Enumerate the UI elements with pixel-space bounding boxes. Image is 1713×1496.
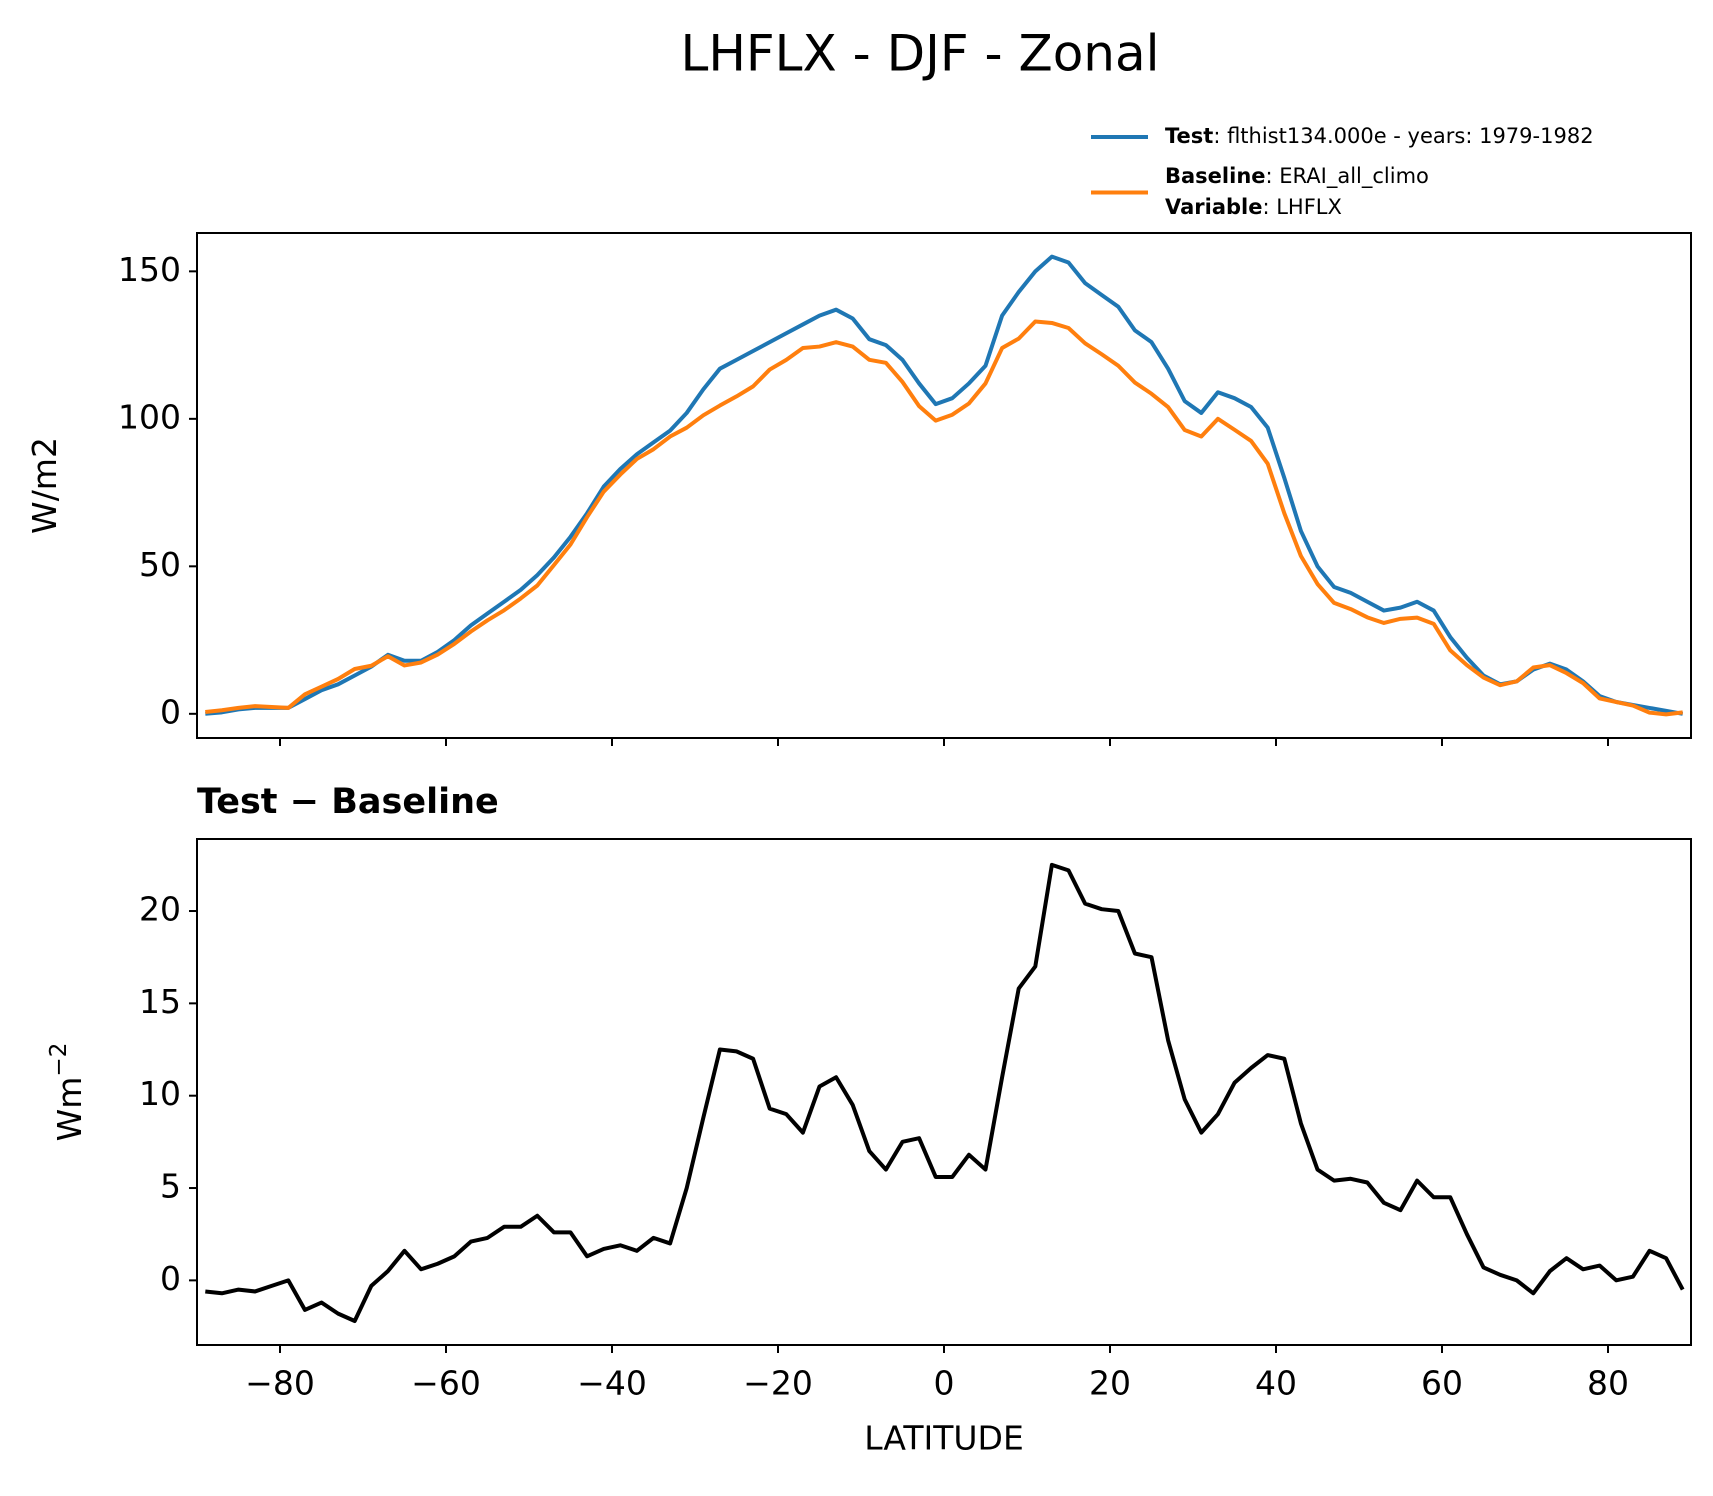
legend-label: Baseline: ERAI_all_climo xyxy=(1165,164,1429,189)
y-tick-label: 0 xyxy=(160,692,181,731)
x-tick-label: 80 xyxy=(1587,1364,1629,1403)
x-tick-label: 60 xyxy=(1421,1364,1463,1403)
legend-text: : flthist134.000e - years: 1979-1982 xyxy=(1213,124,1593,148)
x-tick-label: −20 xyxy=(743,1364,813,1403)
y-tick-label: 20 xyxy=(139,890,181,929)
x-tick-label: −60 xyxy=(411,1364,481,1403)
y-tick-label: 100 xyxy=(118,397,181,436)
legend-name: Variable xyxy=(1165,195,1262,219)
data-line xyxy=(205,862,1685,1323)
x-tick-label: 40 xyxy=(1255,1364,1297,1403)
y-axis-label-main: W/m2 xyxy=(25,437,64,534)
y-tick-label: 50 xyxy=(139,545,181,584)
y-axis-label: W/m2 xyxy=(25,437,64,534)
legend-text: : LHFLX xyxy=(1262,195,1341,219)
legend-label: Test: flthist134.000e - years: 1979-1982 xyxy=(1165,124,1594,148)
legend-name: Test xyxy=(1165,124,1213,148)
data-line xyxy=(205,319,1683,717)
y-tick-label: 10 xyxy=(139,1074,181,1113)
legend-label: Variable: LHFLX xyxy=(1165,195,1342,219)
subplot-title: Test − Baseline xyxy=(197,782,499,822)
x-tick-label: −40 xyxy=(577,1364,647,1403)
figure-title: LHFLX - DJF - Zonal xyxy=(680,25,1159,83)
data-line xyxy=(205,254,1684,716)
x-axis-label: LATITUDE xyxy=(864,1419,1024,1458)
x-tick-label: 20 xyxy=(1089,1364,1131,1403)
x-tick-label: 0 xyxy=(934,1364,955,1403)
y-tick-label: 15 xyxy=(139,982,181,1021)
y-tick-label: 5 xyxy=(160,1167,181,1206)
x-tick-label: −80 xyxy=(245,1364,315,1403)
y-tick-label: 150 xyxy=(118,250,181,289)
legend-name: Baseline xyxy=(1165,164,1266,188)
y-axis-label: Wm−2 xyxy=(46,1043,89,1142)
y-tick-label: 0 xyxy=(160,1259,181,1298)
legend-text: : ERAI_all_climo xyxy=(1266,164,1429,189)
y-axis-label-sup: −2 xyxy=(46,1043,72,1077)
y-axis-label-main: Wm xyxy=(50,1077,89,1142)
